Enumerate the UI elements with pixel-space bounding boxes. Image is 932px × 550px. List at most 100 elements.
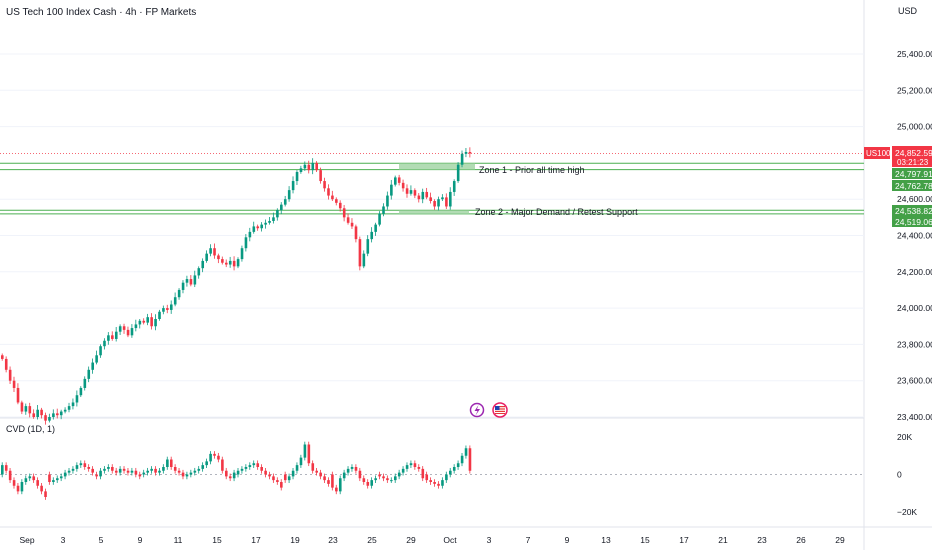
cvd-body	[20, 482, 24, 492]
candle-body	[315, 162, 318, 171]
price-tick-label: 23,600.00	[897, 376, 932, 386]
time-axis-label: 15	[640, 535, 650, 545]
candle-body	[350, 222, 354, 227]
candle-body	[433, 201, 436, 207]
candle-body	[16, 387, 20, 403]
cvd-body	[217, 455, 220, 460]
candle-body	[390, 184, 393, 196]
cvd-body	[464, 448, 468, 456]
zone1-top-label: 24,797.91	[895, 169, 932, 179]
us-flag-event-icon[interactable]	[492, 402, 508, 418]
price-tick-label: 24,200.00	[897, 267, 932, 277]
cvd-body	[177, 470, 181, 473]
candle-body	[460, 153, 464, 165]
candle-body	[252, 226, 256, 232]
cvd-body	[236, 470, 240, 475]
cvd-body	[56, 478, 59, 481]
price-tick-label: 25,200.00	[897, 85, 932, 95]
cvd-body	[1, 465, 4, 475]
time-axis-label: 5	[99, 535, 104, 545]
candle-body	[299, 168, 303, 172]
cvd-body	[36, 480, 39, 486]
cvd-body	[16, 485, 20, 492]
cvd-body	[67, 470, 71, 473]
cvd-body	[150, 468, 153, 471]
candle-body	[449, 191, 452, 207]
zone1-top-badge: 24,797.91	[892, 168, 932, 179]
candle-body	[358, 239, 362, 267]
cvd-body	[126, 470, 130, 473]
cvd-body	[228, 476, 232, 479]
cvd-body	[394, 476, 397, 481]
lightning-event-icon[interactable]	[469, 402, 485, 418]
cvd-body	[95, 474, 98, 477]
cvd-body	[28, 476, 32, 479]
cvd-body	[146, 470, 150, 473]
cvd-body	[221, 459, 224, 471]
candle-body	[264, 222, 267, 225]
candle-body	[12, 380, 16, 388]
cvd-body	[397, 472, 401, 477]
candle-body	[307, 164, 311, 171]
candle-body	[114, 331, 118, 339]
cvd-body	[252, 463, 256, 466]
candle-body	[256, 226, 260, 229]
candle-body	[79, 387, 83, 396]
cvd-body	[331, 474, 334, 488]
cvd-body	[335, 487, 338, 492]
cvd-body	[280, 482, 283, 488]
zone1-annotation: Zone 1 - Prior all time high	[479, 165, 585, 175]
candle-body	[240, 248, 244, 260]
candle-body	[138, 320, 142, 325]
time-axis-label: 29	[406, 535, 416, 545]
zones-layer	[0, 152, 864, 215]
cvd-body	[425, 474, 429, 481]
cvd-body	[185, 474, 189, 477]
candle-body	[193, 275, 197, 285]
cvd-body	[456, 463, 460, 467]
cvd-body	[358, 470, 362, 479]
cvd-body	[24, 478, 28, 482]
candle-body	[48, 417, 51, 421]
zone1-bottom-label: 24,762.78	[895, 181, 932, 191]
candle-body	[232, 260, 236, 267]
cvd-tick-label: 0	[897, 470, 902, 480]
cvd-body	[158, 470, 161, 473]
time-axis-label: 3	[487, 535, 492, 545]
cvd-body	[52, 480, 55, 482]
candle-body	[95, 355, 98, 363]
cvd-body	[287, 476, 291, 481]
candle-body	[319, 170, 322, 182]
candle-body	[335, 199, 338, 203]
cvd-body	[75, 465, 79, 469]
candle-body	[185, 279, 189, 283]
candle-body	[280, 204, 283, 211]
cvd-body	[213, 453, 216, 456]
zone2-bottom-label: 24,519.06	[895, 217, 932, 227]
candle-body	[303, 164, 307, 169]
cvd-indicator-label[interactable]: CVD (1D, 1)	[6, 424, 55, 434]
cvd-body	[87, 467, 91, 469]
symbol-badge: US100	[864, 147, 891, 159]
countdown-label: 03:21:23	[897, 158, 929, 167]
candle-body	[118, 326, 122, 332]
zone2-bottom-badge: 24,519.06	[892, 216, 932, 227]
candle-body	[24, 406, 28, 412]
candle-body	[221, 259, 224, 263]
symbol-label: US100	[866, 149, 891, 158]
cvd-body	[315, 470, 318, 473]
candles-layer	[1, 147, 472, 425]
candle-body	[445, 197, 448, 207]
candle-body	[417, 195, 421, 200]
time-axis-label: 23	[757, 535, 767, 545]
candle-body	[189, 279, 193, 285]
price-tick-label: 24,400.00	[897, 231, 932, 241]
cvd-body	[460, 455, 464, 464]
candle-body	[291, 181, 295, 191]
candle-body	[169, 304, 173, 310]
candle-body	[468, 152, 472, 154]
cvd-body	[382, 476, 385, 479]
cvd-body	[441, 480, 444, 486]
cvd-body	[44, 491, 47, 497]
candle-body	[8, 369, 12, 381]
